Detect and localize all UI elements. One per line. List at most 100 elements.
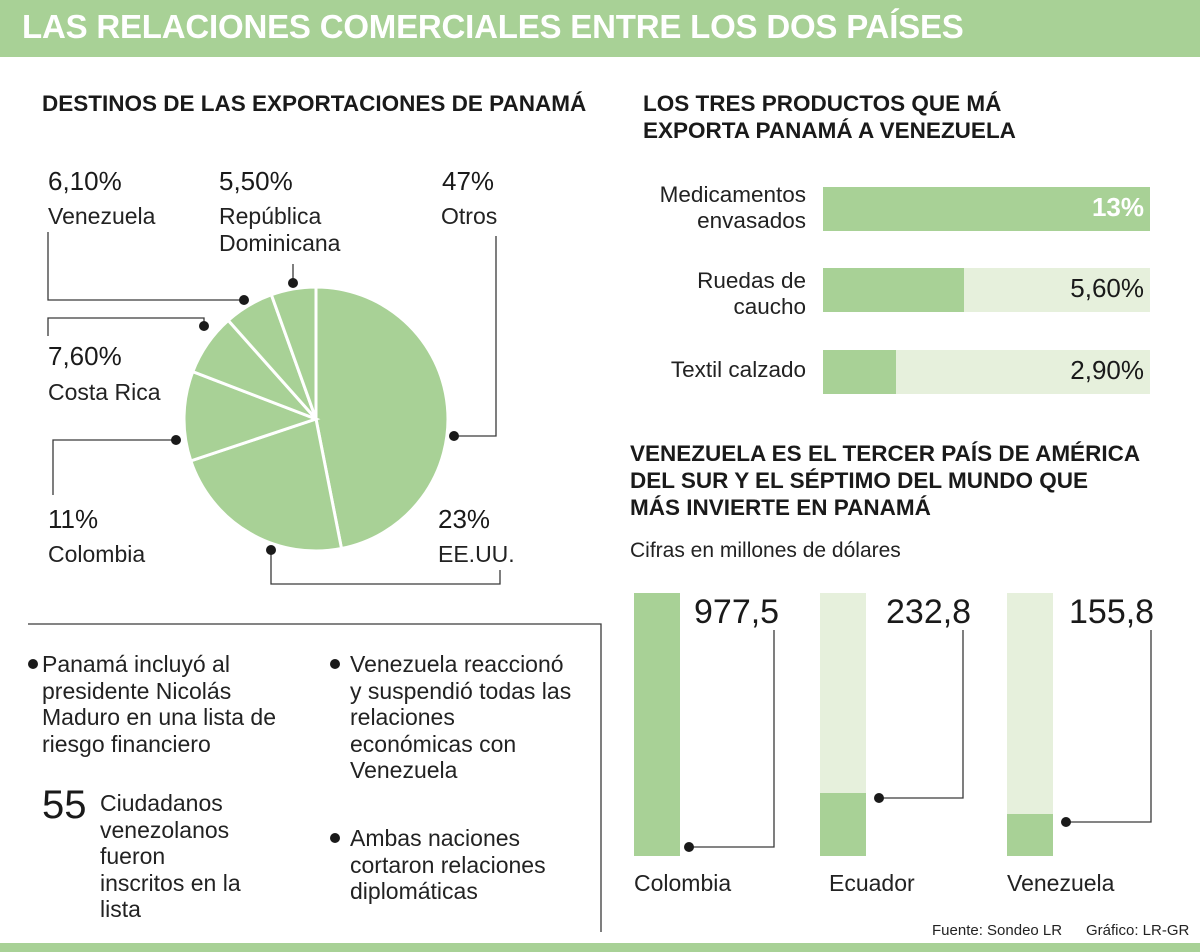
product-label-medicamentos-line-2: envasados [697, 208, 806, 233]
note-venezuela-line-5: Venezuela [350, 757, 458, 783]
leader-line-venezuela [47, 232, 244, 301]
investment-bar-ecuador [820, 793, 866, 856]
product-label-ruedas-line-2: caucho [733, 294, 806, 319]
section-dividers [28, 623, 602, 932]
header-bar: LAS RELACIONES COMERCIALES ENTRE LOS DOS… [0, 0, 1200, 57]
note-panama-line-1: Panamá incluyó al [42, 651, 230, 677]
product-label-ruedas-line-1: Ruedas de [697, 268, 806, 293]
leader-dot-rep-dominicana [288, 278, 298, 288]
product-label-textil-line-1: Textil calzado [670, 357, 806, 382]
investment-subtitle: Cifras en millones de dólares [630, 539, 901, 562]
investment-leader-ecuador [879, 630, 964, 799]
investment-label-venezuela: Venezuela [1007, 870, 1115, 896]
note-venezuela-line-2: y suspendió todas las [350, 677, 572, 704]
bullet-dot-1 [28, 659, 38, 669]
leader-line-colombia [52, 439, 176, 495]
note-panama-lista: Panamá incluyó al presidente Nicolás Mad… [42, 651, 276, 757]
note-venezuela-line-3: relaciones [350, 704, 455, 730]
pie-label-rep-dominicana: República Dominicana [219, 203, 341, 256]
investment-dot-venezuela [1061, 817, 1071, 827]
investment-title-line-2: DEL SUR Y EL SÉPTIMO DEL MUNDO QUE [630, 468, 1088, 493]
page-title: LAS RELACIONES COMERCIALES ENTRE LOS DOS… [22, 8, 964, 45]
bullet-dot-2 [330, 659, 340, 669]
investment-title-line-1: VENEZUELA ES EL TERCER PAÍS DE AMÉRICA [630, 441, 1141, 466]
stat-number: 55 [42, 783, 87, 827]
pie-slice-eeuu [188, 417, 344, 553]
note-panama-line-4: riesgo financiero [42, 730, 211, 757]
pie-label-colombia: Colombia [48, 541, 146, 567]
pie-value-rep-dominicana: 5,50% [219, 166, 293, 196]
pie-chart-title: DESTINOS DE LAS EXPORTACIONES DE PANAMÁ [42, 91, 587, 116]
investment-bar-colombia [634, 593, 680, 856]
investment-dot-colombia [684, 842, 694, 852]
product-bar-textil [823, 350, 896, 394]
pie-slice-otros [314, 285, 450, 551]
note-ambas-line-1: Ambas naciones [350, 825, 521, 851]
leader-dot-venezuela [239, 295, 249, 305]
stat-line-2: venezolanos [100, 816, 230, 843]
pie-value-colombia: 11% [48, 504, 99, 534]
graphic-credit: Gráfico: LR-GR [1086, 922, 1190, 939]
leader-line-otros [454, 236, 497, 437]
pie-leader-dots [171, 278, 459, 555]
product-label-medicamentos-line-1: Medicamentos [659, 182, 806, 207]
bullet-dot-3 [330, 833, 340, 843]
note-ambas-line-2: cortaron relaciones [350, 851, 546, 878]
investment-leader-colombia [689, 630, 775, 848]
leader-line-eeuu [270, 550, 501, 585]
pie-value-costa-rica: 7,60% [48, 341, 122, 371]
note-ambas-line-3: diplomáticas [350, 878, 478, 904]
pie-label-costa-rica: Costa Rica [48, 379, 161, 405]
leader-dot-costa-rica [199, 321, 209, 331]
investment-leader-venezuela [1066, 630, 1152, 823]
stat-line-4: inscritos en la [100, 869, 241, 896]
product-label-ruedas: Ruedas de caucho [616, 268, 806, 320]
stat-description: Ciudadanos venezolanos fueron inscritos … [100, 790, 241, 923]
pie-value-venezuela: 6,10% [48, 166, 122, 196]
notes-divider [28, 623, 602, 932]
pie-label-otros: Otros [441, 203, 498, 229]
leader-dot-otros [449, 431, 459, 441]
investment-value-venezuela: 155,8 [1069, 593, 1155, 631]
product-bar-track-ruedas: 5,60% [823, 268, 1150, 312]
product-bar-track-textil: 2,90% [823, 350, 1150, 394]
product-bar-track-medicamentos: 13% [823, 187, 1150, 231]
investment-track-ecuador [820, 593, 866, 856]
investment-value-ecuador: 232,8 [886, 593, 972, 631]
source-credit: Fuente: Sondeo LR [932, 922, 1063, 939]
pie-label-venezuela: Venezuela [48, 203, 156, 229]
products-title-line-2: EXPORTA PANAMÁ A VENEZUELA [643, 118, 1016, 143]
pie-slice-rep-dominicana [269, 285, 318, 420]
note-venezuela-line-1: Venezuela reaccionó [350, 651, 564, 677]
note-panama-line-3: Maduro en una lista de [42, 704, 276, 730]
note-venezuela-line-4: económicas con [350, 730, 517, 757]
product-value-medicamentos: 13% [1091, 192, 1144, 222]
pie-label-eeuu: EE.UU. [438, 541, 515, 567]
note-venezuela-reacciono: Venezuela reaccionó y suspendió todas la… [350, 651, 571, 784]
note-panama-line-2: presidente Nicolás [42, 677, 232, 704]
investment-track-venezuela [1007, 593, 1053, 856]
product-value-textil: 2,90% [1070, 355, 1144, 385]
investment-bar-venezuela [1007, 814, 1053, 856]
investment-label-ecuador: Ecuador [829, 870, 915, 896]
stat-line-1: Ciudadanos [100, 790, 223, 816]
investment-label-colombia: Colombia [634, 870, 732, 896]
product-bar-medicamentos [823, 187, 1150, 231]
note-ambas-naciones: Ambas naciones cortaron relaciones diplo… [350, 825, 546, 905]
pie-value-otros: 47% [442, 166, 495, 196]
product-bar-ruedas [823, 268, 964, 312]
products-title-line-1: LOS TRES PRODUCTOS QUE MÁ [643, 91, 1002, 116]
investment-dot-ecuador [874, 793, 884, 803]
product-label-textil: Textil calzado [616, 357, 806, 383]
product-label-medicamentos: Medicamentos envasados [616, 182, 806, 234]
leader-dot-colombia [171, 435, 181, 445]
footer-bar [0, 943, 1200, 952]
pie-slice-colombia [182, 369, 321, 463]
stat-line-5: lista [100, 896, 141, 922]
product-value-ruedas: 5,60% [1070, 273, 1144, 303]
pie-value-eeuu: 23% [438, 504, 491, 534]
leader-dot-eeuu [266, 545, 276, 555]
investment-track-colombia [634, 593, 680, 856]
investment-title-line-3: MÁS INVIERTE EN PANAMÁ [630, 495, 931, 520]
